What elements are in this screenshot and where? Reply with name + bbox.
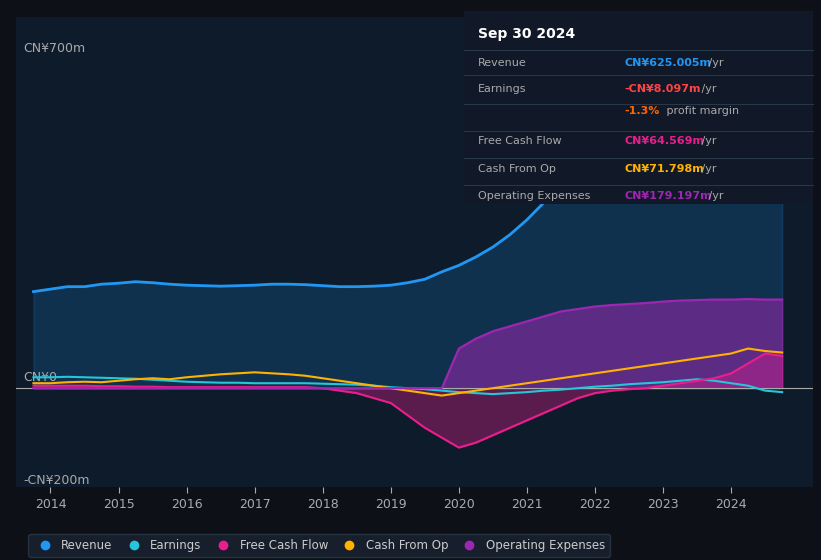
Text: Earnings: Earnings: [478, 85, 526, 95]
Text: -1.3%: -1.3%: [624, 106, 660, 116]
Text: /yr: /yr: [698, 136, 716, 146]
Text: Revenue: Revenue: [478, 58, 526, 68]
Text: CN¥700m: CN¥700m: [23, 41, 85, 54]
Legend: Revenue, Earnings, Free Cash Flow, Cash From Op, Operating Expenses: Revenue, Earnings, Free Cash Flow, Cash …: [28, 534, 610, 557]
Text: profit margin: profit margin: [663, 106, 739, 116]
Text: Operating Expenses: Operating Expenses: [478, 191, 590, 200]
Text: Cash From Op: Cash From Op: [478, 164, 556, 174]
Text: -CN¥8.097m: -CN¥8.097m: [624, 85, 701, 95]
Text: CN¥0: CN¥0: [23, 371, 57, 384]
Text: /yr: /yr: [704, 58, 723, 68]
Text: CN¥64.569m: CN¥64.569m: [624, 136, 704, 146]
Text: CN¥625.005m: CN¥625.005m: [624, 58, 711, 68]
Text: Free Cash Flow: Free Cash Flow: [478, 136, 562, 146]
Text: -CN¥200m: -CN¥200m: [23, 474, 89, 487]
Text: /yr: /yr: [704, 191, 723, 200]
Text: CN¥179.197m: CN¥179.197m: [624, 191, 712, 200]
Text: /yr: /yr: [698, 164, 716, 174]
Text: /yr: /yr: [698, 85, 716, 95]
Text: CN¥71.798m: CN¥71.798m: [624, 164, 704, 174]
Text: Sep 30 2024: Sep 30 2024: [478, 27, 575, 41]
